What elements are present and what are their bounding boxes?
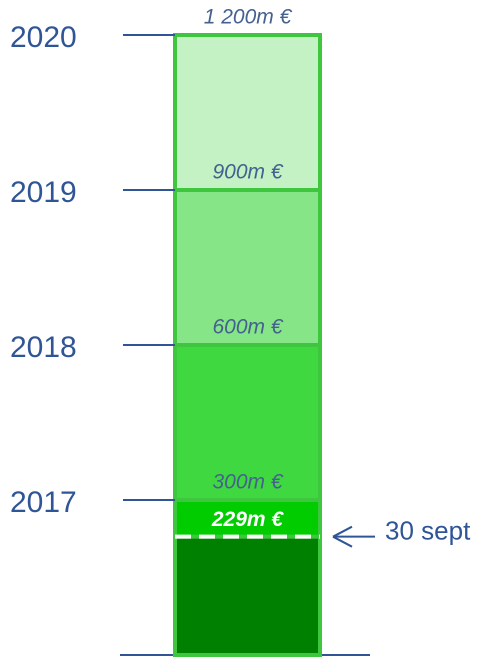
progress-bar [173, 534, 322, 657]
year-label: 2019 [10, 176, 77, 209]
annotation: 30 sept [385, 516, 471, 546]
level-label: 300m € [212, 471, 283, 494]
level-band [173, 343, 322, 502]
year-label: 2020 [10, 21, 77, 54]
progress-label: 229m € [211, 508, 285, 531]
year-label: 2017 [10, 486, 77, 519]
level-label: 900m € [212, 161, 283, 184]
level-band [173, 33, 322, 192]
level-label: 600m € [212, 316, 283, 339]
level-label: 1 200m € [204, 6, 293, 29]
year-label: 2018 [10, 331, 77, 364]
arrow-head [332, 525, 353, 548]
